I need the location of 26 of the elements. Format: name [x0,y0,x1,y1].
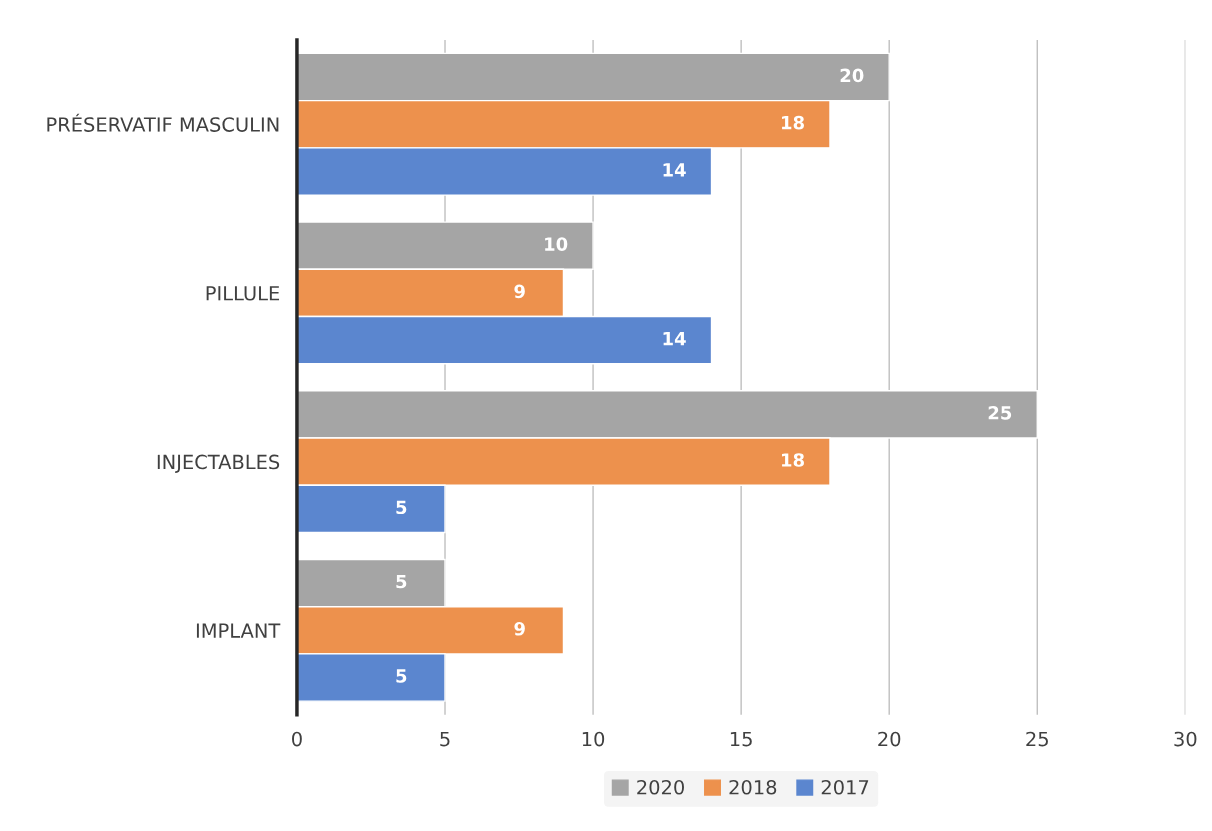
data-label: 18 [782,453,804,467]
data-label: 14 [663,163,686,177]
y-tick-label: PILLULE [206,286,280,301]
x-tick-label: 0 [292,731,302,747]
x-tick-label: 5 [440,731,450,747]
x-tick-label: 30 [1174,731,1197,747]
data-label: 9 [514,621,525,636]
data-label: 5 [396,574,407,589]
data-label: 18 [782,115,804,130]
data-label: 5 [396,500,407,515]
y-tick-label: PRÉSERVATIF MASCULIN [47,113,279,132]
data-label: 9 [514,284,525,299]
x-tick-label: 10 [582,731,605,747]
data-label: 25 [988,405,1012,420]
legend-label: 2020 [637,779,684,795]
x-tick-label: 20 [878,731,901,747]
y-tick-label: INJECTABLES [157,454,280,473]
x-tick-label: 15 [730,731,752,747]
x-tick-label: 25 [1026,731,1048,747]
data-label: 10 [545,237,568,251]
y-tick-label: IMPLANT [196,623,281,638]
data-label: 14 [663,331,686,346]
data-label: 5 [396,669,407,683]
data-label: 20 [840,68,864,83]
legend-label: 2018 [729,779,777,795]
legend-label: 2017 [821,779,869,795]
